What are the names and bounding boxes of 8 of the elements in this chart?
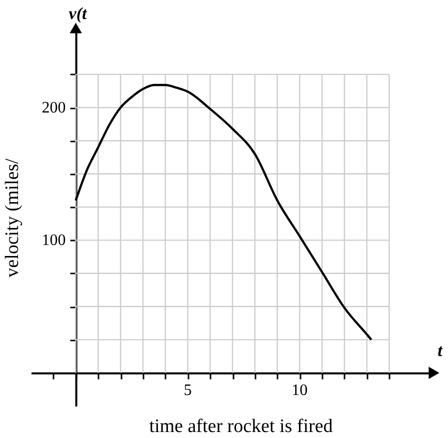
- text: v(t: [68, 4, 88, 23]
- y-tick-label: 200: [42, 100, 66, 117]
- text: t: [438, 340, 444, 360]
- x-tick-label: 10: [292, 382, 308, 399]
- x-axis-title: time after rocket is fired: [149, 416, 334, 437]
- y-tick-label: 100: [42, 232, 66, 250]
- y-axis-title: velocity (miles/: [2, 158, 23, 278]
- x-tick-label: 5: [184, 382, 192, 399]
